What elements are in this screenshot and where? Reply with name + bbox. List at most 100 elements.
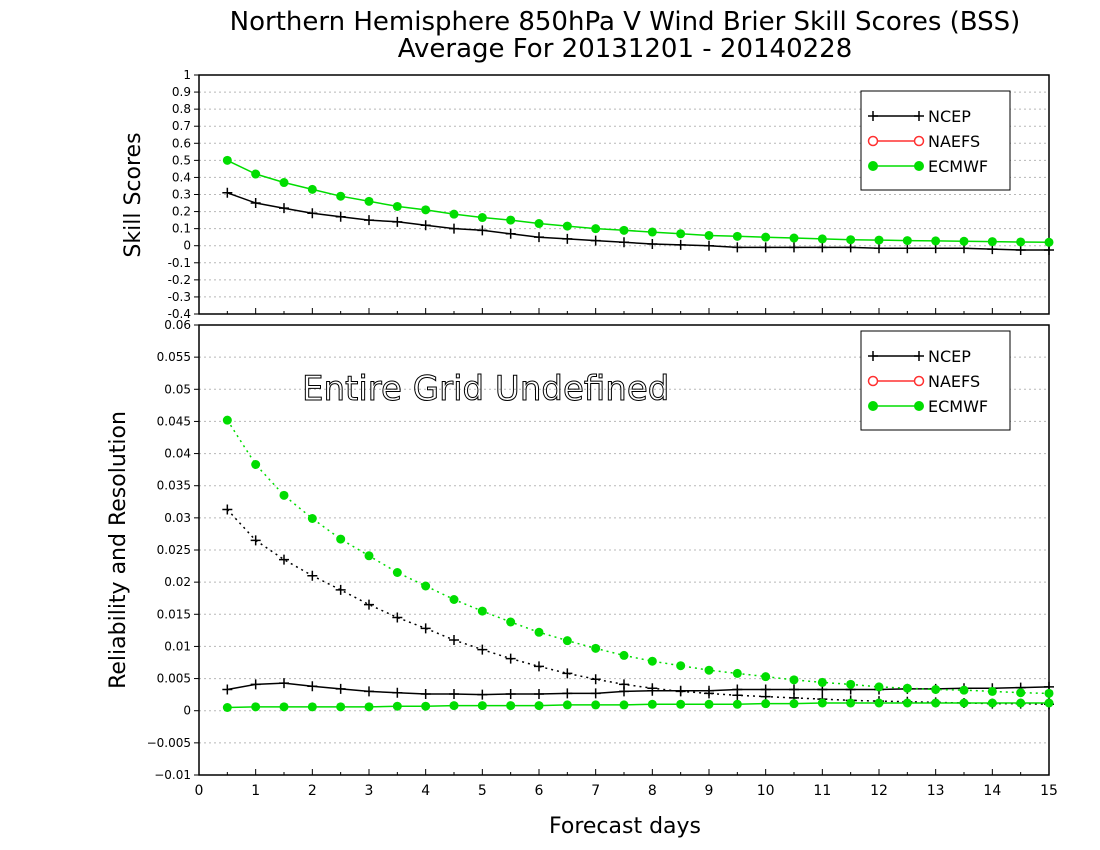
ecmwf-reliability-point [449, 701, 459, 711]
ecmwf-point [987, 237, 997, 247]
ecmwf-resolution-point [477, 606, 487, 616]
ncep-reliability-point [534, 689, 544, 699]
ncep-reliability-point [704, 685, 714, 696]
legend-ncep-label: NCEP [928, 107, 971, 126]
ncep-reliability-point [505, 689, 516, 699]
ncep-resolution-point [477, 644, 488, 655]
ncep-point [307, 208, 318, 219]
x-tick-label: 6 [535, 783, 544, 799]
ecmwf-resolution-point [591, 643, 601, 653]
ecmwf-point [732, 231, 742, 241]
ecmwf-reliability-point [392, 701, 402, 711]
ncep-reliability-point [647, 685, 658, 696]
ecmwf-reliability-point [421, 701, 431, 711]
ecmwf-point [817, 234, 827, 244]
ecmwf-point [846, 235, 856, 245]
ecmwf-resolution-point [506, 617, 516, 627]
legend-naefs-marker [867, 135, 879, 147]
x-tick-label: 9 [705, 783, 714, 799]
ecmwf-resolution-point [307, 514, 317, 523]
y-tick-label: 0.005 [157, 672, 191, 686]
ecmwf-reliability-point [1044, 698, 1054, 708]
ecmwf-resolution-point [761, 672, 771, 682]
x-tick-label: 7 [591, 783, 600, 799]
ncep-reliability-point [562, 688, 573, 699]
legend-naefs-label: NAEFS [928, 372, 980, 391]
ecmwf-point [506, 215, 516, 225]
ncep-point [250, 198, 261, 209]
ecmwf-reliability-point [619, 700, 629, 710]
ecmwf-point [761, 232, 771, 242]
y-tick-label: 0.5 [172, 153, 191, 167]
ncep-reliability-point [477, 689, 488, 700]
chart-title: Northern Hemisphere 850hPa V Wind Brier … [230, 7, 1021, 37]
x-tick-label: 15 [1040, 783, 1058, 799]
ecmwf-point [336, 191, 346, 201]
ecmwf-reliability-point [279, 702, 289, 712]
ecmwf-reliability-point [562, 700, 572, 710]
y-axis-label: Skill Scores [121, 132, 146, 257]
legend-naefs-label: NAEFS [928, 132, 980, 151]
ncep-resolution-point [250, 535, 261, 546]
y-tick-label: 0.7 [172, 119, 191, 133]
ncep-reliability-point [732, 684, 743, 695]
ecmwf-reliability-point [704, 699, 714, 709]
ncep-point [789, 242, 799, 253]
ecmwf-point [392, 201, 402, 211]
ecmwf-reliability-point [336, 702, 346, 712]
reliability-resolution-panel: −0.01 −0.005 0 0.005 0.01 0.015 0.02 0.025 0.03 0… [106, 318, 1058, 799]
ncep-point [335, 211, 346, 222]
ecmwf-point [959, 236, 969, 246]
ncep-point [817, 242, 828, 253]
x-tick-label: 14 [983, 783, 1001, 799]
ecmwf-resolution-point [222, 415, 232, 425]
ncep-reliability-point [307, 681, 318, 692]
ecmwf-reliability-point [591, 700, 601, 710]
ncep-reliability-point [392, 687, 403, 698]
ecmwf-point [1044, 237, 1054, 247]
legend-ecmwf-marker [868, 401, 878, 411]
ecmwf-reliability-point [647, 699, 657, 709]
ecmwf-resolution-point [902, 683, 912, 693]
x-tick-label: 4 [421, 783, 430, 799]
ecmwf-resolution-point [987, 686, 997, 696]
y-tick-label: 0.06 [164, 318, 191, 332]
ncep-point [477, 225, 488, 236]
x-tick-label: 3 [365, 783, 374, 799]
ecmwf-point [562, 221, 572, 231]
ecmwf-resolution-point [1044, 688, 1054, 698]
x-axis-label: Forecast days [549, 814, 701, 839]
ecmwf-line [226, 159, 1050, 244]
skill-score-panel: -0.4 -0.3 -0.2 -0.1 0 0.1 0.2 0.3 0.4 0.5 0.6 0.7 0.… [121, 68, 1054, 321]
legend-ncep-marker [914, 351, 924, 361]
legend-naefs-marker [913, 375, 925, 387]
y-tick-label: 0.025 [157, 543, 191, 557]
ecmwf-point [251, 169, 261, 179]
ecmwf-reliability-point [534, 701, 544, 711]
y-tick-label: 0.1 [172, 222, 191, 236]
ncep-reliability-line [227, 682, 1050, 696]
ecmwf-reliability-point [931, 698, 941, 708]
ecmwf-reliability-point [307, 702, 317, 712]
legend-ecmwf-label: ECMWF [928, 157, 988, 176]
ecmwf-resolution-point [931, 685, 941, 694]
y-tick-label: 0.6 [172, 136, 191, 150]
ecmwf-reliability-point [902, 698, 912, 708]
legend-ncep-marker [868, 111, 878, 121]
ecmwf-reliability-point [959, 698, 969, 708]
y-tick-label: 0.03 [164, 511, 191, 525]
ncep-reliability-point [335, 683, 346, 694]
ecmwf-resolution-point [732, 668, 742, 678]
ncep-point [590, 235, 601, 246]
ecmwf-resolution-point [421, 581, 431, 591]
ecmwf-reliability-point [477, 701, 487, 711]
ncep-reliability-point [364, 686, 374, 697]
y-axis-label: Reliability and Resolution [106, 411, 131, 689]
ecmwf-resolution-point [676, 661, 686, 671]
legend-ncep-marker [868, 351, 878, 361]
y-tick-label: 0.01 [164, 639, 191, 653]
y-tick-label: 0 [183, 704, 191, 718]
y-tick-label: -0.1 [168, 256, 191, 270]
ecmwf-resolution-point [392, 568, 402, 577]
